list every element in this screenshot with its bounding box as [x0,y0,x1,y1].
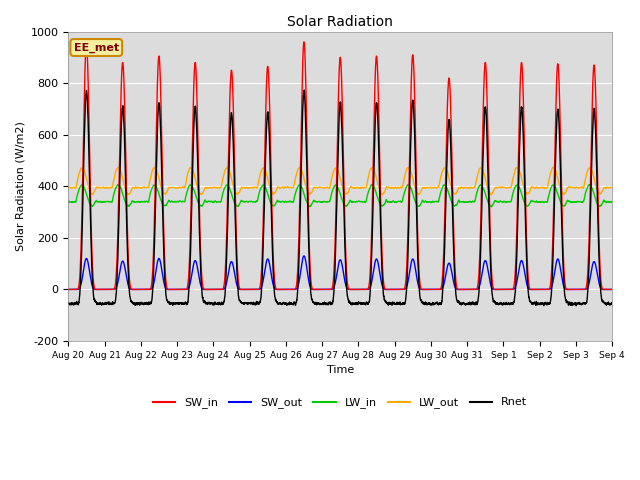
Legend: SW_in, SW_out, LW_in, LW_out, Rnet: SW_in, SW_out, LW_in, LW_out, Rnet [148,393,532,413]
SW_out [162,286,170,291]
LW_in [320,199,328,204]
LW_in [65,198,72,204]
Line: Rnet: Rnet [68,90,612,306]
LW_out [462,185,470,191]
Rnet [462,301,470,307]
LW_in [609,199,616,204]
SW_in [320,287,328,292]
LW_in [462,199,470,205]
SW_in [162,279,170,285]
LW_out [65,185,72,191]
LW_in [404,181,412,187]
LW_in [608,199,616,204]
LW_in [162,203,170,208]
SW_out [300,253,308,259]
SW_in [432,287,440,292]
Line: SW_out: SW_out [68,256,612,289]
LW_out [432,185,440,191]
SW_in [493,287,500,292]
Text: EE_met: EE_met [74,42,119,53]
Title: Solar Radiation: Solar Radiation [287,15,393,29]
Y-axis label: Solar Radiation (W/m2): Solar Radiation (W/m2) [15,121,25,251]
LW_out [115,164,122,170]
SW_in [300,39,308,45]
LW_out [609,185,616,191]
Rnet [609,300,616,306]
SW_out [608,287,616,292]
Rnet [572,303,580,309]
LW_out [379,192,387,198]
SW_out [609,287,616,292]
LW_in [488,204,495,210]
LW_in [493,199,501,204]
LW_in [432,199,440,204]
Line: SW_in: SW_in [68,42,612,289]
Rnet [162,293,170,299]
Rnet [300,87,308,93]
LW_out [163,190,170,196]
SW_out [320,287,328,292]
Rnet [608,300,616,306]
LW_out [493,185,501,191]
LW_out [320,185,328,191]
Rnet [65,300,72,306]
SW_in [608,287,616,292]
SW_in [65,287,72,292]
SW_in [462,287,470,292]
Rnet [493,301,500,307]
SW_out [65,287,72,292]
SW_in [609,287,616,292]
Line: LW_in: LW_in [68,184,612,207]
Rnet [320,301,328,307]
LW_out [608,185,616,191]
X-axis label: Time: Time [326,365,354,375]
Rnet [432,300,440,306]
Line: LW_out: LW_out [68,167,612,195]
SW_out [462,287,470,292]
SW_out [432,287,440,292]
SW_out [493,287,500,292]
